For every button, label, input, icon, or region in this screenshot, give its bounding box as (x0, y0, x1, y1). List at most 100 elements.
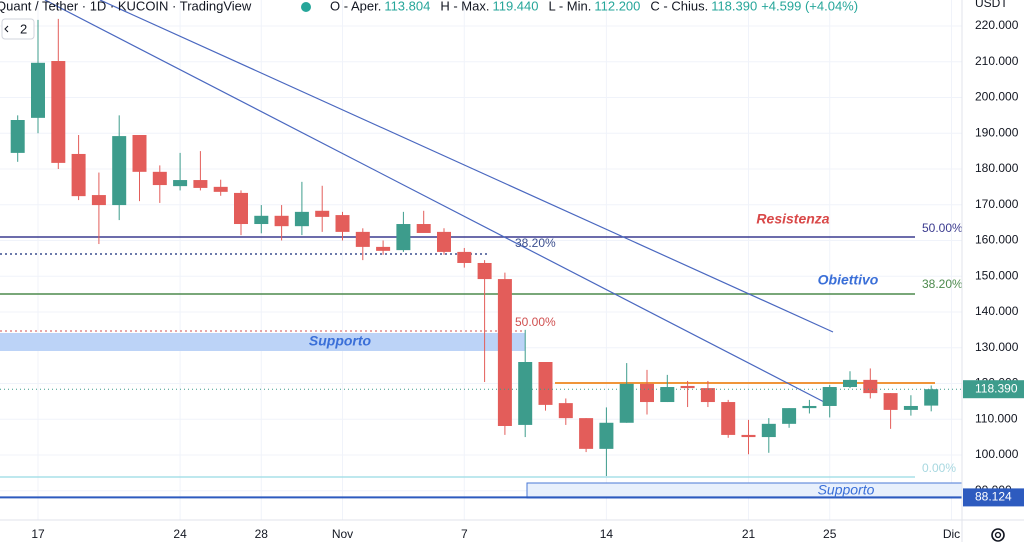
chevron (4, 25, 9, 33)
fib-label: 38.20% (515, 236, 556, 250)
ohlc-value: 119.440 (492, 0, 538, 13)
trend-line (44, 0, 829, 405)
candle-body (437, 231, 451, 252)
gear-center (994, 531, 1002, 539)
y-tick-label: 200.000 (975, 90, 1019, 104)
candle-body (863, 379, 878, 394)
candle-body (112, 136, 127, 206)
candle-body (10, 120, 25, 153)
y-tick-label: 140.000 (975, 304, 1019, 318)
candle-body (376, 246, 391, 251)
x-tick-label: 21 (742, 527, 756, 541)
trend-line (99, 0, 834, 333)
candle-body (518, 362, 533, 425)
price-badge-label: 118.390 (975, 381, 1018, 395)
candle-body (558, 403, 573, 419)
candle-body (416, 224, 431, 233)
axis-labels: 90.000100.000110.000120.000130.000140.00… (0, 18, 1024, 541)
x-tick-label: Nov (332, 527, 353, 541)
candle-body (91, 195, 106, 206)
price-axis (962, 0, 1024, 542)
candle-body (173, 180, 188, 187)
x-tick-label: 24 (173, 527, 187, 541)
chart-title: Quant / Tether · 1D · KUCOIN · TradingVi… (0, 0, 252, 13)
x-tick-label: 14 (600, 527, 614, 541)
x-tick-label: 7 (461, 527, 468, 541)
x-tick-label: 25 (823, 527, 837, 541)
ohlc-label: C - Chius. (650, 0, 708, 13)
candle-body (822, 387, 837, 406)
ohlc-header: O - Aper. 113.804 H - Max. 119.440 L - Min. 1… (330, 0, 858, 13)
ohlc-value: 112.200 (594, 0, 640, 13)
fib-label: 50.00% (515, 315, 556, 329)
candle-body (51, 61, 66, 163)
ohlc-value: 113.804 (384, 0, 430, 13)
y-tick-label: 170.000 (975, 197, 1019, 211)
x-tick-label: 28 (255, 527, 269, 541)
candle-body (396, 224, 411, 251)
support-zone (526, 482, 966, 499)
candle-body (619, 383, 634, 423)
ohlc-label: H - Max. (440, 0, 489, 13)
ohlc-label: O - Aper. (330, 0, 381, 13)
candle-body (234, 192, 248, 225)
candle-body (355, 231, 370, 247)
fib-label: 38.20% (922, 277, 963, 291)
y-tick-label: 150.000 (975, 268, 1019, 282)
support-zone (0, 333, 525, 351)
candle-body (477, 262, 492, 280)
fib-label: 50.00% (922, 221, 963, 235)
y-tick-label: 180.000 (975, 161, 1019, 175)
annotation: Obiettivo (818, 272, 879, 288)
y-tick-label: 210.000 (975, 54, 1019, 68)
x-tick-label: Dic (943, 527, 960, 541)
candle-body (843, 379, 857, 388)
candle-body (335, 215, 350, 232)
candle-body (213, 186, 228, 192)
annotation: Supporto (818, 482, 875, 498)
price-badge (963, 488, 1024, 507)
candles (10, 18, 939, 477)
candle-body (721, 402, 736, 435)
candle-body (640, 383, 654, 403)
gear (991, 528, 1005, 542)
price-badge-label: 88.124 (975, 490, 1012, 504)
legend-toggle[interactable] (1, 18, 35, 40)
y-tick-label: 130.000 (975, 340, 1019, 354)
candle-body (71, 153, 86, 197)
candle-body (132, 135, 147, 172)
y-tick-label: 160.000 (975, 233, 1019, 247)
ohlc-change: +4.599 (+4.04%) (761, 0, 858, 13)
candle-body (31, 62, 45, 118)
candle-body (903, 405, 918, 410)
y-tick-label: 110.000 (975, 411, 1018, 425)
candle-body (152, 171, 167, 186)
candle-body (883, 393, 898, 410)
y-tick-label: 220.000 (975, 18, 1019, 32)
y-tick-label: 190.000 (975, 125, 1019, 139)
candle-body (761, 423, 776, 438)
candle-body (254, 215, 269, 225)
candle-body (193, 180, 208, 188)
candle-body (660, 387, 675, 403)
status-dot (301, 2, 311, 12)
ohlc-value: 118.390 (711, 0, 757, 13)
currency: USDT (975, 0, 1008, 10)
candle-body (497, 279, 512, 426)
candle-body (538, 362, 553, 405)
ohlc-label: L - Min. (549, 0, 592, 13)
price-badge (963, 380, 1024, 399)
candle-body (294, 211, 309, 227)
fib-label: 0.00% (922, 461, 956, 475)
annotation: Resistenza (756, 211, 829, 227)
settings-icon[interactable] (991, 528, 1005, 542)
candle-body (680, 385, 695, 389)
candle-body (700, 388, 715, 403)
time-axis (0, 520, 1024, 542)
annotation: Supporto (309, 333, 372, 349)
candle-body (457, 251, 472, 263)
candle-body (599, 422, 614, 449)
candle-body (924, 389, 939, 406)
